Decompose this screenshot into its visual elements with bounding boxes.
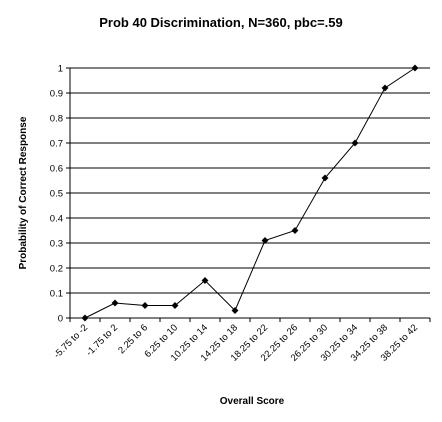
x-axis-title: Overall Score: [220, 396, 285, 407]
y-tick-label: 0.4: [50, 214, 63, 225]
x-tick-label: -5.75 to -2: [52, 322, 90, 360]
x-axis-ticks: -5.75 to -2-1.75 to 22.25 to 66.25 to 10…: [52, 318, 431, 364]
data-point-marker: [321, 174, 329, 182]
y-tick-label: 0.8: [50, 114, 63, 125]
gridlines: [70, 67, 430, 294]
data-point-marker: [261, 236, 269, 245]
data-point-marker: [411, 64, 419, 72]
series-line: [84, 67, 416, 319]
x-tick-label: -1.75 to 2: [84, 322, 120, 358]
data-point-marker: [171, 301, 179, 310]
y-tick-label: 1: [58, 64, 63, 75]
y-tick-label: 0.7: [50, 139, 63, 150]
y-tick-label: 0.9: [50, 89, 63, 100]
chart-title: Prob 40 Discrimination, N=360, pbc=.59: [99, 15, 342, 30]
y-tick-label: 0: [58, 314, 63, 325]
data-point-marker: [201, 276, 209, 285]
data-point-marker: [141, 301, 149, 310]
data-point-marker: [351, 139, 359, 147]
y-axis-title: Probability of Correct Response: [18, 116, 29, 269]
series-probability: [81, 64, 419, 322]
data-point-marker: [81, 314, 89, 322]
y-tick-label: 0.5: [50, 189, 63, 200]
y-tick-label: 0.6: [50, 164, 63, 175]
y-tick-label: 0.2: [50, 264, 63, 275]
y-tick-label: 0.3: [50, 239, 63, 250]
data-point-marker: [381, 84, 389, 92]
y-axis-ticks: 0 0.1 0.2 0.3 0.4 0.5 0.6 0.7 0.8 0.9 1: [50, 64, 70, 325]
data-point-marker: [111, 299, 119, 307]
data-point-marker: [231, 306, 239, 315]
data-point-marker: [291, 226, 299, 235]
y-tick-label: 0.1: [50, 289, 63, 300]
